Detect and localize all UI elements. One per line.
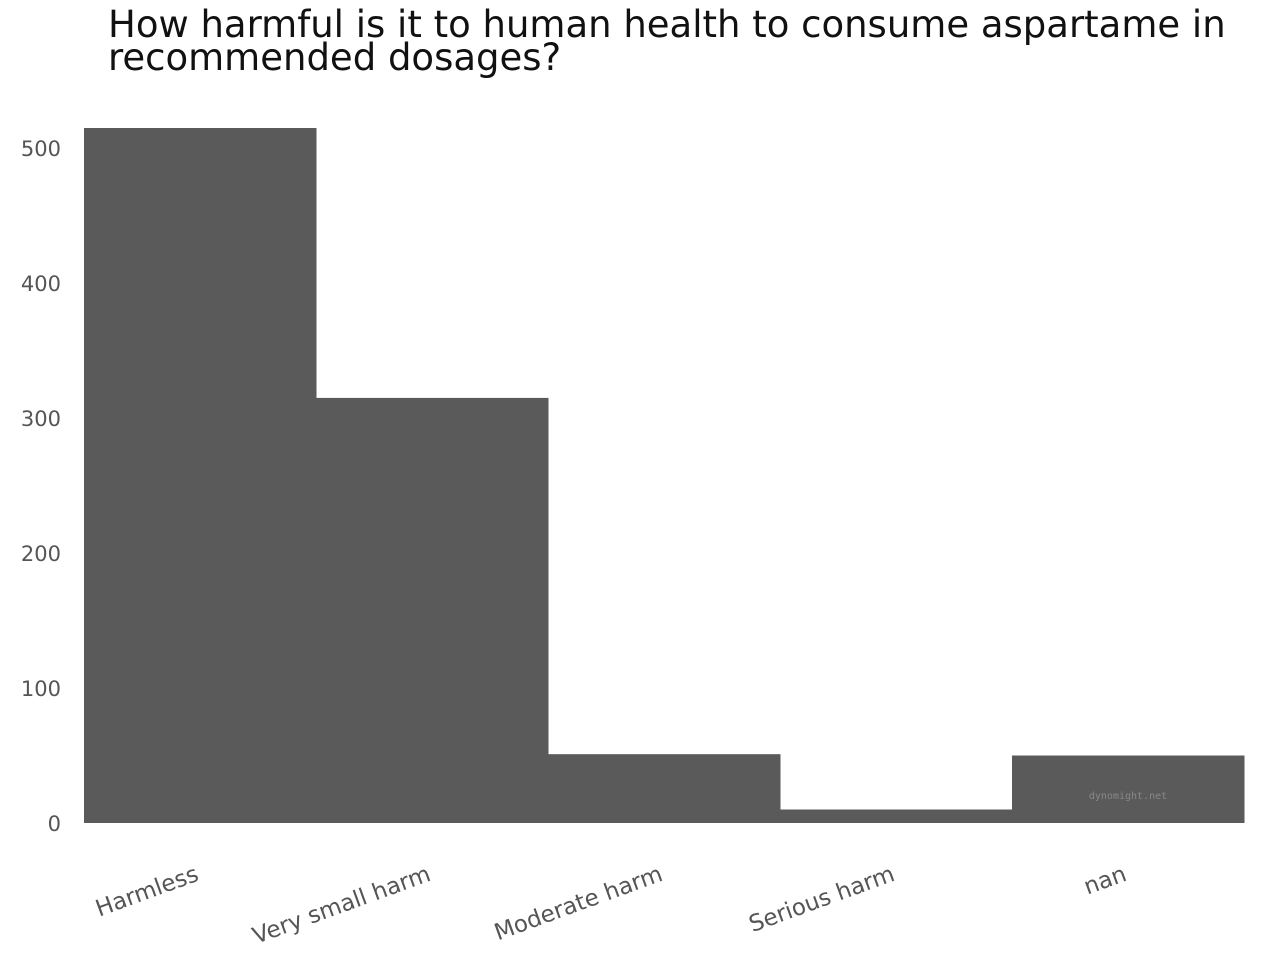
y-axis-ticks: 0 100 200 300 400 500 xyxy=(21,137,61,836)
x-tick-label: Very small harm xyxy=(249,861,434,949)
x-tick-label: Harmless xyxy=(92,861,202,922)
bar-very-small-harm xyxy=(316,397,549,823)
bar-nan xyxy=(1012,755,1245,823)
x-tick-label: nan xyxy=(1081,861,1131,900)
y-tick-label: 200 xyxy=(21,542,61,566)
bars-group xyxy=(84,128,1245,823)
x-tick-label: Serious harm xyxy=(746,861,898,938)
bar-harmless xyxy=(84,128,317,823)
chart-title: How harmful is it to human health to con… xyxy=(108,3,1226,79)
y-tick-label: 300 xyxy=(21,407,61,431)
watermark-text: dynomight.net xyxy=(1089,791,1167,802)
y-tick-label: 400 xyxy=(21,272,61,296)
x-tick-label: Moderate harm xyxy=(491,861,666,946)
y-tick-label: 100 xyxy=(21,677,61,701)
bar-moderate-harm xyxy=(548,754,781,823)
x-axis-ticks: Harmless Very small harm Moderate harm Seri… xyxy=(92,861,1130,949)
y-tick-label: 0 xyxy=(48,812,61,836)
y-tick-label: 500 xyxy=(21,137,61,161)
bar-serious-harm xyxy=(780,809,1013,823)
